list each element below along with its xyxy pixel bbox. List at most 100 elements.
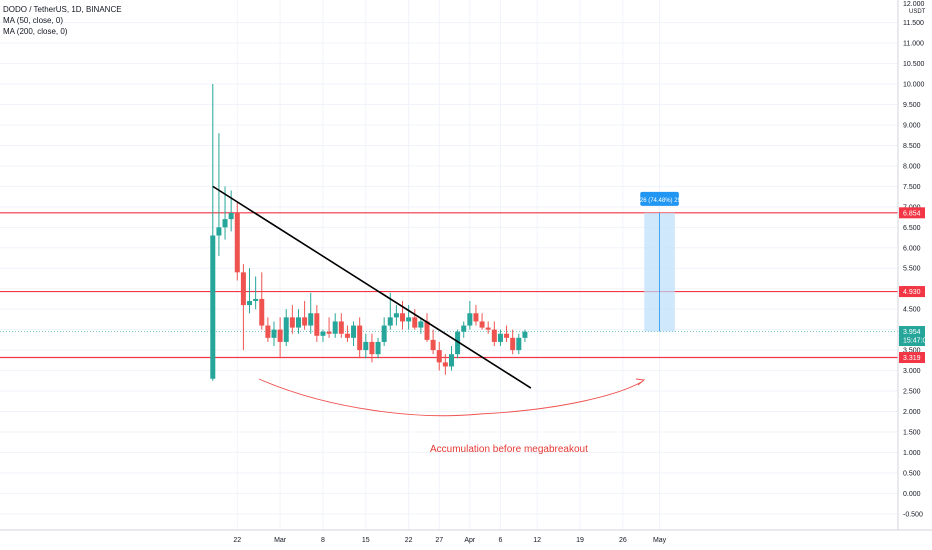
candle-body	[320, 331, 326, 336]
candle-body	[265, 325, 271, 338]
price-range-measure[interactable]: 2.926 (74.48%) 2926	[632, 191, 689, 332]
candle	[479, 313, 485, 330]
x-tick-label: 22	[405, 537, 413, 544]
candle	[381, 317, 387, 347]
candle-body	[516, 337, 522, 351]
candle	[497, 329, 503, 347]
candle	[338, 313, 344, 338]
candle-body	[461, 325, 467, 332]
arc-arrowhead	[635, 378, 646, 386]
candle	[240, 264, 246, 351]
candle-body	[418, 321, 424, 328]
y-tick-label: 10.000	[903, 82, 925, 89]
candle	[485, 321, 491, 334]
candle	[314, 305, 320, 342]
y-tick-label: 0.500	[903, 470, 921, 477]
candle-body	[277, 329, 283, 342]
candle-body	[448, 354, 454, 367]
candle-body	[210, 235, 216, 379]
candle-body	[381, 325, 387, 342]
candle-body	[259, 298, 265, 326]
ma200-indicator[interactable]: MA (200, close, 0)	[3, 27, 68, 36]
y-tick-label: 8.500	[903, 143, 921, 150]
candle-body	[344, 333, 350, 338]
y-tick-label: 8.000	[903, 163, 921, 170]
candle-body	[467, 313, 473, 326]
candle	[369, 333, 375, 363]
candle	[448, 346, 454, 371]
candle-body	[228, 212, 234, 220]
candle	[363, 333, 369, 359]
grid	[0, 0, 898, 530]
y-tick-label: 3.500	[903, 348, 921, 355]
candle-body	[387, 317, 393, 326]
candle-body	[332, 321, 338, 334]
candle	[295, 309, 301, 334]
level-price-tag-bg	[899, 207, 925, 219]
y-tick-label: 7.500	[903, 184, 921, 191]
candle	[461, 321, 467, 338]
accumulation-curve	[258, 378, 646, 417]
candle-body	[308, 313, 314, 326]
candle	[271, 321, 277, 347]
candle	[265, 317, 271, 342]
candle	[393, 305, 399, 326]
countdown-label: 15:47:04	[903, 338, 930, 345]
candle-body	[479, 321, 485, 328]
x-tick-label: 22	[233, 537, 241, 544]
candle	[430, 329, 436, 355]
candles	[210, 84, 528, 381]
candle-body	[436, 350, 442, 363]
y-tick-label: 6.500	[903, 225, 921, 232]
candle	[522, 329, 528, 342]
time-axis[interactable]: 22 Mar 8 15 22 27 Apr 6 12 19 26 May	[0, 529, 932, 544]
price-axis[interactable]: 12.000 USDT 11.500 11.000 10.500 10.000 9.50…	[897, 0, 926, 530]
candle-body	[412, 317, 418, 328]
candle	[247, 268, 253, 314]
candle	[436, 341, 442, 371]
y-tick-label: 2.000	[903, 409, 921, 416]
candle-body	[234, 212, 240, 273]
candle-body	[522, 331, 528, 338]
y-tick-label: 4.500	[903, 307, 921, 314]
level-price-tag: 3.319	[903, 355, 921, 362]
candle-body	[283, 317, 289, 342]
candle	[357, 317, 363, 359]
level-price-tag: 6.854	[903, 210, 921, 217]
candle-body	[504, 333, 510, 338]
candle	[406, 305, 412, 330]
y-tick-label: 5.500	[903, 266, 921, 273]
candle	[455, 329, 461, 359]
candle	[442, 354, 448, 375]
y-tick-label: 1.000	[903, 450, 921, 457]
candle-body	[369, 341, 375, 355]
candle	[424, 313, 430, 342]
y-tick-label: 3.000	[903, 368, 921, 375]
y-tick-label: 11.000	[903, 41, 924, 48]
trendline[interactable]	[212, 185, 532, 389]
candle-body	[326, 331, 332, 334]
candle	[510, 329, 516, 355]
candle	[332, 313, 338, 338]
candle-body	[338, 321, 344, 334]
candle	[467, 300, 473, 330]
candle-body	[351, 325, 357, 338]
candle	[412, 309, 418, 330]
candle	[222, 186, 228, 240]
candle-body	[289, 317, 295, 328]
candle	[253, 276, 259, 310]
current-price-tag-bg	[899, 326, 925, 347]
ma50-indicator[interactable]: MA (50, close, 0)	[3, 16, 64, 25]
candle-body	[473, 313, 479, 322]
candle	[375, 337, 381, 359]
annotation-text: Accumulation before megabreakout	[430, 444, 588, 455]
candle-body	[314, 313, 320, 336]
symbol-title[interactable]: DODO / TetherUS, 1D, BINANCE	[3, 5, 122, 14]
candle	[351, 321, 357, 347]
level-price-tag-bg	[899, 352, 925, 364]
measure-label: 2.926 (74.48%) 2926	[632, 198, 689, 204]
y-tick-label: 9.000	[903, 122, 921, 129]
candle	[473, 305, 479, 326]
candle-body	[240, 272, 246, 306]
